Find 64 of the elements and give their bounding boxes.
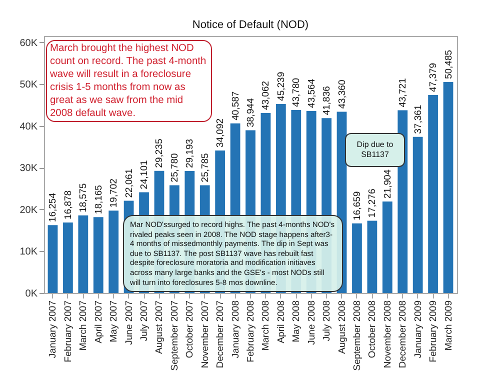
x-tick-label: June 2007 [124,300,135,345]
data-label: 19,702 [108,178,120,208]
data-label: 50,485 [443,50,454,80]
x-tick-label: November 2008 [382,300,394,368]
x-tick-label: August 2008 [336,300,348,354]
y-tick-label: 40K [20,121,38,132]
x-tick-label: August 2007 [154,300,166,354]
x-tick-label: July 2007 [139,300,150,342]
data-label: 16,659 [352,191,363,220]
data-label: 43,062 [260,80,272,110]
x-tick-label: September 2007 [169,300,180,371]
data-label: 25,780 [169,153,180,182]
data-label: 29,193 [184,138,196,168]
data-label: 43,721 [398,78,409,108]
annotation: March brought the highest NOD count on record. The past 4-month wave will result in a foreclosure crisis 1-5 months from now as great as we saw from the mid 2008 default wave. [46,40,212,122]
x-tick-label: October 2008 [367,300,378,358]
x-tick-label: January 2009 [412,300,424,358]
x-tick-label: January 2007 [48,300,59,358]
x-tick-label: June 2008 [306,300,318,345]
x-tick-label: November 2007 [200,300,211,368]
data-label: 17,276 [367,188,378,218]
x-tick-label: May 2008 [291,300,302,342]
data-label: 43,780 [291,78,302,108]
x-tick-label: April 2007 [93,300,104,344]
y-tick-label: 50K [20,80,38,91]
x-tick-label: April 2008 [276,300,287,344]
data-label: 40,587 [230,91,242,120]
x-tick-label: July 2008 [322,300,333,342]
data-label: 45,239 [276,72,287,101]
x-tick-label: September 2008 [352,300,363,371]
data-label: 47,379 [428,62,440,92]
y-tick-label: 20K [20,204,38,216]
y-tick-label: 60K [20,38,38,49]
data-label: 41,836 [322,86,333,116]
data-label: 43,564 [306,78,318,108]
x-tick-label: December 2008 [398,300,409,368]
x-tick-label: December 2007 [215,300,226,368]
x-tick-label: February 2009 [428,300,440,362]
y-tick-label: 30K [20,163,38,174]
data-label: 16,254 [48,193,59,222]
annotation: Dip due to SB1137 [345,133,405,167]
y-tick-label: 10K [20,246,38,258]
data-label: 18,165 [93,185,104,214]
data-label: 16,878 [62,190,74,220]
data-label: 29,235 [154,138,166,168]
data-label: 22,061 [124,168,135,198]
data-label: 37,361 [412,104,424,134]
x-tick-label: March 2009 [443,300,454,351]
y-tick-label: 0K [25,288,38,300]
data-label: 43,360 [336,80,348,109]
data-label: 24,101 [139,160,150,190]
data-label: 25,785 [200,153,211,182]
x-tick-label: January 2008 [230,300,242,358]
x-tick-label: February 2007 [62,300,74,362]
x-tick-label: October 2007 [184,300,196,358]
x-tick-label: March 2007 [78,300,90,351]
chart-title: Notice of Default (NOD) [192,19,309,31]
data-label: 21,904 [382,169,394,198]
x-tick-label: February 2008 [246,300,256,362]
data-label: 34,092 [215,118,226,148]
data-label: 38,944 [246,98,256,128]
data-label: 18,575 [78,183,90,212]
x-tick-label: May 2007 [108,300,120,342]
x-tick-label: March 2008 [260,300,272,351]
